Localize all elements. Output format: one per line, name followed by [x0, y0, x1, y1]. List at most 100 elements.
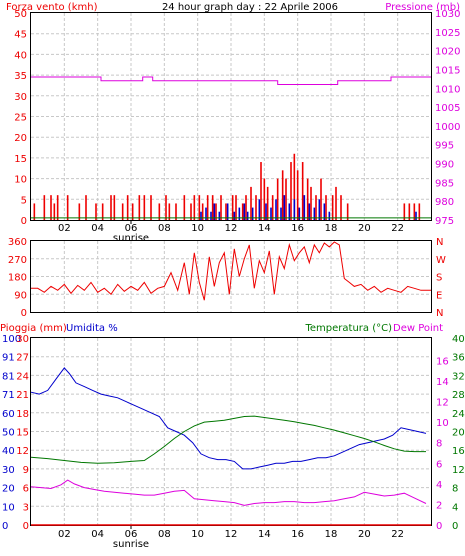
wind-bar	[205, 207, 207, 220]
direction-tick-label: 180	[8, 273, 27, 284]
wind-speed-tick-label: 25	[14, 113, 27, 124]
pressure-tick-label: 1030	[435, 9, 460, 20]
humidity-line	[30, 367, 427, 470]
gust-bar	[53, 203, 56, 220]
gust-bar	[95, 203, 97, 220]
humidity-tick-label: 60	[2, 409, 15, 420]
gust-bar	[413, 203, 416, 220]
gust-bar	[266, 186, 269, 220]
humidity-tick-label: 100	[2, 334, 21, 345]
pressure-tick-label: 975	[435, 216, 454, 227]
x-tick-label: 22	[391, 529, 404, 540]
x-tick-label: 10	[191, 223, 204, 234]
wind-bar	[328, 211, 331, 220]
gust-bar	[281, 170, 284, 220]
gust-bar	[408, 203, 411, 220]
gust-bar	[310, 186, 312, 220]
wind-bar	[323, 203, 326, 220]
wind-speed-tick-label: 20	[14, 133, 27, 144]
gust-bar	[138, 195, 141, 220]
pressure-tick-label: 1010	[435, 84, 460, 95]
graph-title: 24 hour graph day : 22 Aprile 2006	[162, 2, 338, 13]
wind-bar	[303, 195, 306, 220]
temperature-tick-label: 20	[452, 428, 465, 439]
axis-labels-layer: 0510152025303540455097598098599099510001…	[2, 9, 465, 550]
pressure-axis-title: Pressione (mb)	[385, 2, 460, 13]
wind-bar	[318, 199, 321, 220]
x-tick-label: 18	[325, 529, 338, 540]
wind-speed-tick-label: 5	[21, 195, 27, 206]
pressure-tick-label: 990	[435, 160, 454, 171]
temperature-tick-label: 4	[452, 502, 458, 513]
rain-axis-title: Pioggia (mm)	[0, 323, 67, 334]
x-tick-label: 12	[225, 223, 238, 234]
gust-bar	[150, 195, 152, 220]
rain-tick-label: 0	[23, 521, 29, 532]
rain-tick-label: 15	[16, 428, 29, 439]
x-tick-label: 04	[91, 529, 104, 540]
gust-bar	[66, 195, 69, 220]
dew-point-tick-label: 2	[436, 500, 442, 511]
gust-bar	[113, 195, 116, 220]
pressure-tick-label: 985	[435, 178, 454, 189]
wind-bar	[313, 207, 316, 220]
wind-bar	[226, 203, 229, 220]
x-tick-label: 04	[91, 223, 104, 234]
rain-tick-label: 9	[23, 465, 29, 476]
wind-speed-tick-label: 50	[14, 9, 27, 20]
dew-point-line	[30, 479, 427, 506]
gust-bar	[235, 195, 237, 220]
dew-point-tick-label: 4	[436, 480, 442, 491]
rain-tick-label: 18	[16, 409, 29, 420]
wind-speed-tick-label: 45	[14, 30, 27, 41]
gust-bar	[220, 195, 222, 220]
gust-bar	[175, 203, 177, 220]
wind-speed-tick-label: 0	[21, 216, 27, 227]
wind-speed-tick-label: 15	[14, 154, 27, 165]
x-tick-label: 06	[125, 223, 138, 234]
top-panel-frame	[30, 12, 432, 221]
gust-bar	[346, 203, 349, 220]
direction-tick-label: 270	[8, 255, 27, 266]
direction-tick-label: 360	[8, 237, 27, 248]
temperature-tick-label: 28	[452, 390, 465, 401]
gust-bar	[225, 203, 227, 220]
wind-bar	[251, 207, 254, 220]
gust-bar	[276, 178, 279, 220]
pressure-tick-label: 1020	[435, 47, 460, 58]
rain-tick-label: 12	[16, 446, 29, 457]
gust-bar	[296, 170, 299, 220]
pressure-tick-label: 995	[435, 141, 454, 152]
gust-bar	[126, 195, 129, 220]
compass-label: E	[436, 290, 442, 301]
gust-bar	[165, 195, 167, 220]
rain-tick-label: 30	[16, 334, 29, 345]
pressure-tick-label: 1025	[435, 28, 460, 39]
wind-speed-tick-label: 40	[14, 50, 27, 61]
rain-tick-label: 21	[16, 390, 29, 401]
gust-bar	[331, 195, 334, 220]
wind-bar	[210, 211, 212, 220]
humidity-tick-label: 40	[2, 446, 15, 457]
gust-bar	[260, 162, 262, 220]
grid-layer	[31, 13, 431, 525]
rain-tick-label: 6	[23, 484, 29, 495]
wind-speed-tick-label: 10	[14, 175, 27, 186]
gust-bar	[143, 195, 146, 220]
middle-panel-frame	[30, 240, 432, 313]
x-tick-label: 14	[258, 223, 271, 234]
x-tick-label: 16	[291, 223, 304, 234]
wind-bar	[270, 207, 272, 220]
gust-bar	[231, 195, 234, 220]
gust-bar	[315, 195, 317, 220]
gust-bar	[43, 195, 46, 220]
gust-bar	[255, 195, 257, 220]
gust-bar	[33, 203, 36, 220]
pressure-tick-label: 1000	[435, 122, 460, 133]
dew-point-tick-label: 10	[436, 418, 449, 429]
x-tick-label: 22	[391, 223, 404, 234]
wind-speed-tick-label: 35	[14, 71, 27, 82]
gust-bar	[193, 195, 196, 220]
